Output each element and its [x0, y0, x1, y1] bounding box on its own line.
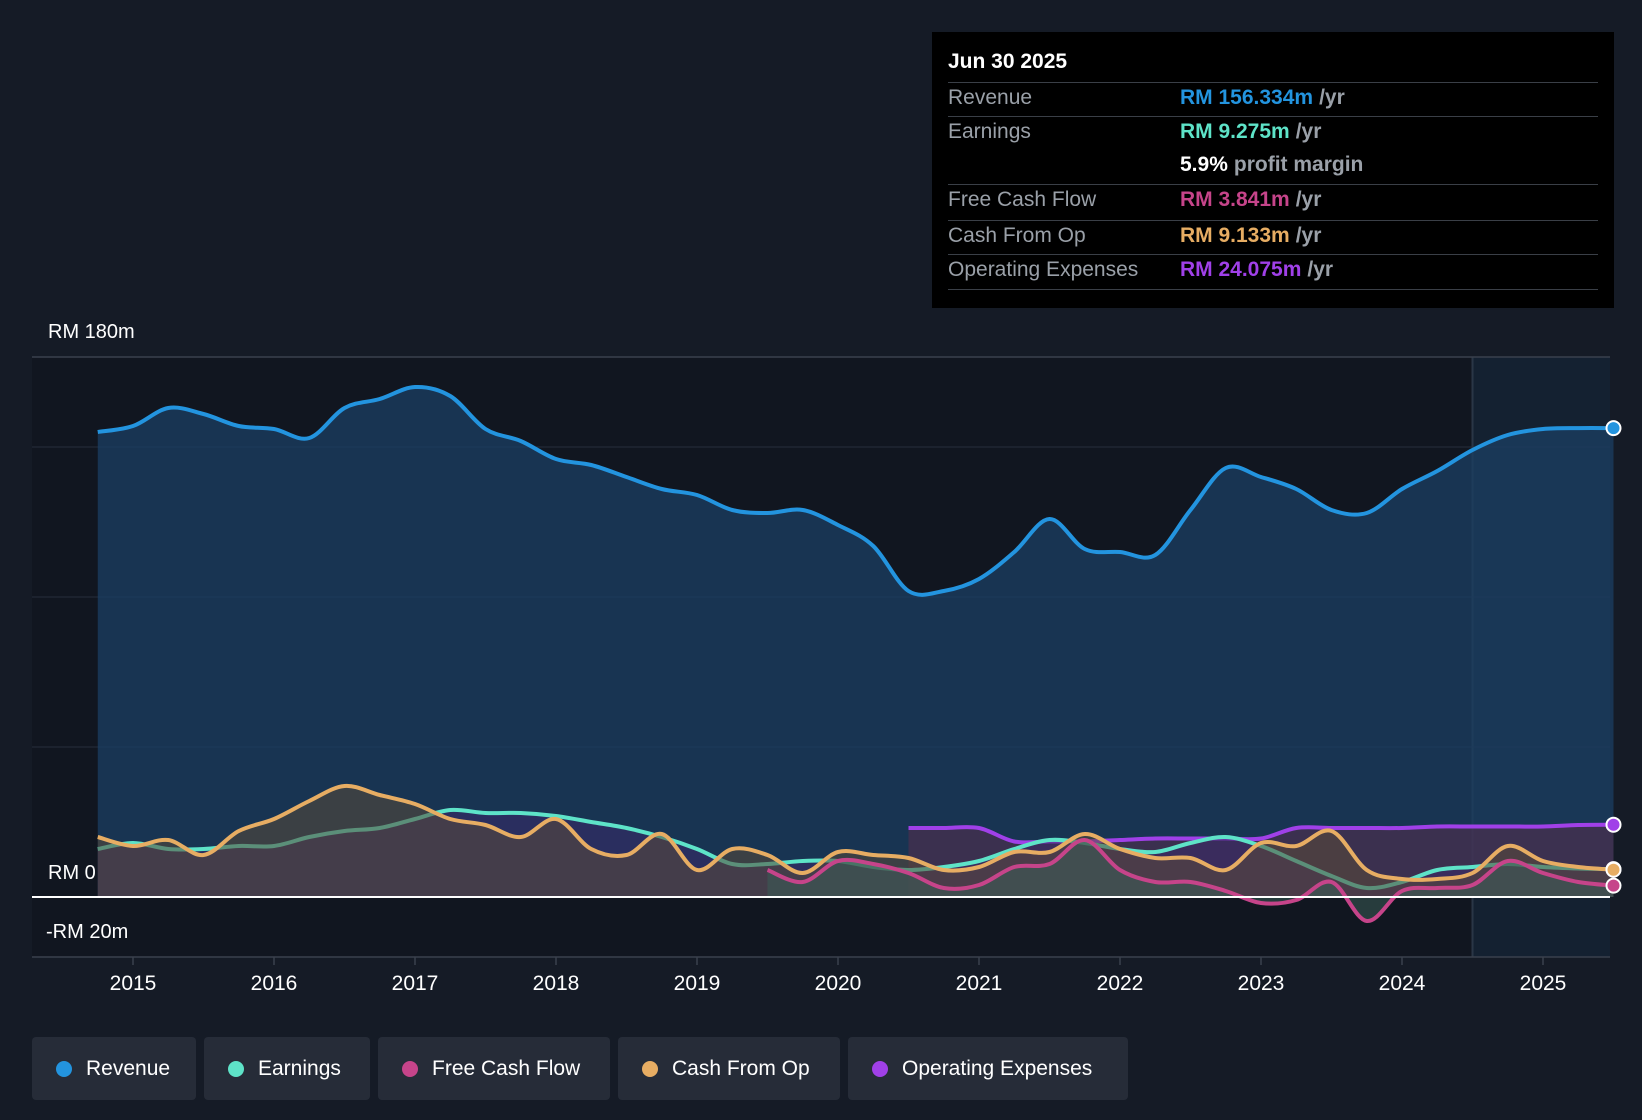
- tooltip-label: Free Cash Flow: [948, 188, 1097, 211]
- legend-dot-icon: [56, 1060, 72, 1077]
- cash-from-op-line: [97, 783, 1614, 882]
- tooltip-row-revenue: Revenue RM 156.334m/yr: [948, 82, 1598, 117]
- tooltip-unit: /yr: [1319, 86, 1345, 109]
- x-tick-label: 2016: [251, 972, 298, 995]
- free-cash-flow-end-marker: [1605, 877, 1622, 894]
- tooltip-value: RM 24.075m: [1180, 258, 1302, 281]
- legend-label: Revenue: [86, 1056, 171, 1080]
- tooltip-unit: /yr: [1307, 258, 1334, 281]
- x-tick-label: 2023: [1238, 972, 1285, 995]
- legend-operating-expenses[interactable]: Operating Expenses: [848, 1037, 1128, 1100]
- tooltip-value: RM 9.133m: [1180, 224, 1290, 247]
- tooltip-row-earnings: Earnings RM 9.275m/yr: [948, 116, 1598, 151]
- x-tick-label: 2015: [110, 972, 157, 995]
- legend-earnings[interactable]: Earnings: [204, 1037, 370, 1100]
- legend-dot-icon: [642, 1060, 658, 1077]
- tooltip-row-cfo: Cash From Op RM 9.133m/yr: [948, 220, 1598, 255]
- tooltip-row-fcf: Free Cash Flow RM 3.841m/yr: [948, 184, 1598, 219]
- legend-dot-icon: [872, 1060, 888, 1077]
- revenue-line: [97, 384, 1614, 597]
- y-axis-top-label: RM 180m: [48, 321, 135, 343]
- tooltip-unit: /yr: [1295, 188, 1322, 211]
- legend-label: Operating Expenses: [902, 1056, 1093, 1080]
- tooltip-unit: /yr: [1295, 120, 1322, 143]
- tooltip-label: Operating Expenses: [948, 258, 1139, 281]
- tooltip-value: RM 3.841m: [1180, 188, 1290, 211]
- tooltip-label: Revenue: [948, 86, 1033, 109]
- tooltip-row-opex: Operating Expenses RM 24.075m/yr: [948, 254, 1598, 290]
- free-cash-flow-line: [766, 838, 1614, 923]
- legend-free-cash-flow[interactable]: Free Cash Flow: [378, 1037, 610, 1100]
- y-axis-zero-label: RM 0: [48, 862, 96, 884]
- y-axis-bottom-label: -RM 20m: [46, 921, 129, 943]
- legend-dot-icon: [228, 1060, 244, 1077]
- legend-label: Free Cash Flow: [432, 1056, 581, 1080]
- data-tooltip: Jun 30 2025 Revenue RM 156.334m/yr Earni…: [932, 32, 1614, 308]
- legend-label: Earnings: [258, 1056, 341, 1080]
- tooltip-value: RM 156.334m: [1180, 86, 1314, 109]
- tooltip-date: Jun 30 2025: [948, 50, 1068, 73]
- tooltip-value: 5.9%: [1180, 153, 1228, 176]
- x-tick-label: 2017: [392, 972, 439, 995]
- x-tick-label: 2025: [1520, 972, 1567, 995]
- revenue-area: [97, 386, 1614, 897]
- x-tick-label: 2024: [1379, 972, 1426, 995]
- legend-cash-from-op[interactable]: Cash From Op: [618, 1037, 840, 1100]
- tooltip-unit: /yr: [1295, 224, 1322, 247]
- x-tick-label: 2019: [674, 972, 721, 995]
- tooltip-unit: profit margin: [1233, 153, 1364, 176]
- tooltip-label: Cash From Op: [948, 224, 1086, 247]
- legend-label: Cash From Op: [672, 1056, 810, 1080]
- operating-expenses-end-marker: [1605, 816, 1622, 833]
- revenue-end-marker: [1605, 420, 1622, 437]
- tooltip-label: Earnings: [948, 120, 1031, 143]
- tooltip-value: RM 9.275m: [1180, 120, 1290, 143]
- cash-from-op-end-marker: [1605, 861, 1622, 878]
- x-tick-label: 2022: [1097, 972, 1144, 995]
- tooltip-row-margin: 5.9% profit margin: [948, 150, 1598, 184]
- x-tick-label: 2021: [956, 972, 1003, 995]
- x-tick-label: 2020: [815, 972, 862, 995]
- cash-from-op-area: [97, 785, 1614, 897]
- legend-dot-icon: [402, 1060, 418, 1077]
- operating-expenses-line: [908, 822, 1614, 845]
- legend-revenue[interactable]: Revenue: [32, 1037, 196, 1100]
- x-tick-label: 2018: [533, 972, 580, 995]
